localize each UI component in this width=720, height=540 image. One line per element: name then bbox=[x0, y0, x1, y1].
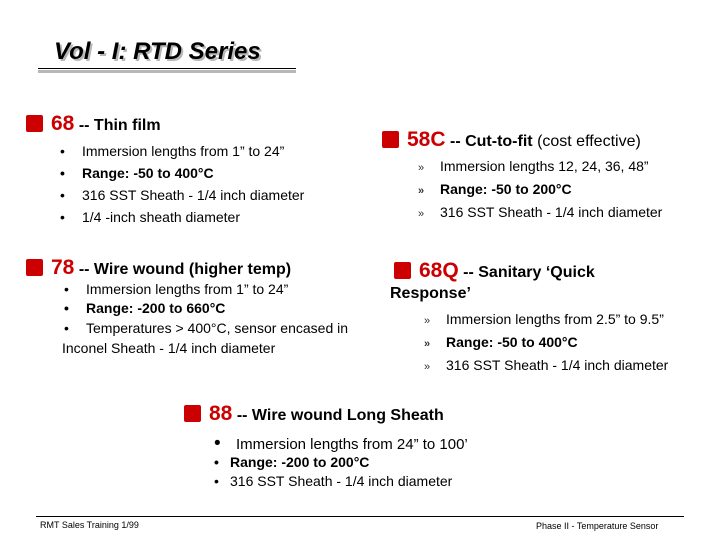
section-58c-desc: -- Cut-to-fit bbox=[449, 133, 533, 150]
section-88-number: 88 bbox=[209, 402, 233, 425]
footer-right: Phase II - Temperature Sensor bbox=[536, 521, 659, 531]
section-58c-header: 58C -- Cut-to-fit (cost effective) bbox=[382, 128, 641, 152]
red-square-bullet-icon bbox=[382, 131, 399, 148]
section-88-desc: -- Wire wound Long Sheath bbox=[236, 407, 444, 424]
section-58c-number: 58C bbox=[407, 128, 446, 151]
section-68-item: • Range: -50 to 400°C bbox=[60, 165, 214, 181]
section-68q-item: » 316 SST Sheath - 1/4 inch diameter bbox=[424, 357, 669, 373]
red-square-bullet-icon bbox=[26, 115, 43, 132]
section-78-desc: -- Wire wound (higher temp) bbox=[78, 261, 292, 278]
red-square-bullet-icon bbox=[184, 405, 201, 422]
title-underline bbox=[38, 68, 296, 69]
section-78-number: 78 bbox=[51, 256, 75, 279]
section-78-item: • Temperatures > 400°C, sensor encased in bbox=[64, 320, 349, 336]
section-78-item: • Immersion lengths from 1” to 24” bbox=[64, 281, 289, 297]
section-78-continuation: Inconel Sheath - 1/4 inch diameter bbox=[62, 340, 276, 356]
section-68-number: 68 bbox=[51, 112, 75, 135]
section-68q-item: » Immersion lengths from 2.5” to 9.5” bbox=[424, 311, 664, 327]
slide-title: Vol - I: RTD Series bbox=[54, 38, 261, 65]
section-68-desc: -- Thin film bbox=[78, 117, 161, 134]
section-58c-item: » Immersion lengths 12, 24, 36, 48” bbox=[418, 158, 649, 174]
section-68q-header: 68Q -- Sanitary ‘Quick bbox=[394, 259, 595, 283]
section-68q-desc-line2: Response’ bbox=[390, 285, 471, 302]
title-underline-shadow bbox=[38, 70, 296, 73]
section-68q-desc: -- Sanitary ‘Quick bbox=[463, 264, 595, 281]
section-68q-item: » Range: -50 to 400°C bbox=[424, 334, 578, 350]
section-68-header: 68 -- Thin film bbox=[26, 112, 161, 136]
section-68-item: • Immersion lengths from 1” to 24” bbox=[60, 143, 285, 159]
footer-rule bbox=[36, 516, 684, 517]
section-58c-item: » 316 SST Sheath - 1/4 inch diameter bbox=[418, 204, 663, 220]
section-68q-number: 68Q bbox=[419, 259, 459, 282]
section-78-item: • Range: -200 to 660°C bbox=[64, 300, 226, 316]
section-68-item: • 316 SST Sheath - 1/4 inch diameter bbox=[60, 187, 305, 203]
section-78-header: 78 -- Wire wound (higher temp) bbox=[26, 256, 291, 280]
section-88-item: • Immersion lengths from 24” to 100’ bbox=[214, 433, 468, 454]
section-58c-extra: (cost effective) bbox=[537, 133, 641, 150]
section-58c-item: » Range: -50 to 200°C bbox=[418, 181, 572, 197]
section-88-header: 88 -- Wire wound Long Sheath bbox=[184, 402, 444, 426]
section-88-item: • Range: -200 to 200°C bbox=[214, 454, 370, 470]
red-square-bullet-icon bbox=[394, 262, 411, 279]
red-square-bullet-icon bbox=[26, 259, 43, 276]
section-88-item: • 316 SST Sheath - 1/4 inch diameter bbox=[214, 473, 453, 489]
footer-left: RMT Sales Training 1/99 bbox=[40, 520, 139, 530]
section-68-item: • 1/4 -inch sheath diameter bbox=[60, 209, 240, 225]
